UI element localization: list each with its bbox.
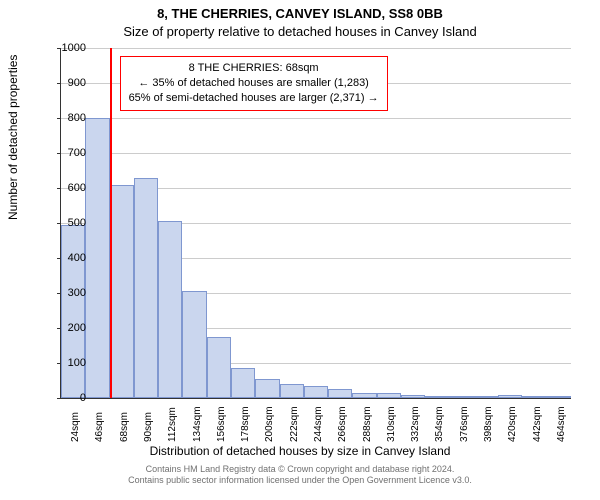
- annotation-line: 65% of semi-detached houses are larger (…: [129, 91, 379, 106]
- gridline-h: [61, 48, 571, 49]
- histogram-bar: [425, 396, 449, 398]
- x-axis-label: Distribution of detached houses by size …: [0, 444, 600, 458]
- x-tick-label: 420sqm: [507, 406, 518, 442]
- y-tick-label: 200: [46, 322, 86, 334]
- y-tick-mark: [57, 118, 60, 119]
- histogram-bar: [158, 221, 182, 398]
- y-tick-label: 900: [46, 77, 86, 89]
- footer-line2: Contains public sector information licen…: [0, 475, 600, 486]
- histogram-bar: [474, 396, 498, 398]
- y-tick-label: 800: [46, 112, 86, 124]
- annotation-line: 8 THE CHERRIES: 68sqm: [129, 61, 379, 76]
- gridline-h: [61, 153, 571, 154]
- histogram-bar: [231, 368, 255, 398]
- histogram-bar: [304, 386, 328, 398]
- chart-title-line1: 8, THE CHERRIES, CANVEY ISLAND, SS8 0BB: [0, 6, 600, 21]
- y-tick-label: 300: [46, 287, 86, 299]
- histogram-bar: [280, 384, 304, 398]
- x-tick-label: 442sqm: [532, 406, 543, 442]
- reference-annotation: 8 THE CHERRIES: 68sqm← 35% of detached h…: [120, 56, 388, 111]
- y-tick-mark: [57, 83, 60, 84]
- y-tick-mark: [57, 223, 60, 224]
- histogram-bar: [401, 395, 425, 398]
- y-tick-mark: [57, 153, 60, 154]
- x-tick-label: 156sqm: [216, 406, 227, 442]
- reference-line: [110, 48, 112, 398]
- x-tick-label: 332sqm: [410, 406, 421, 442]
- x-tick-label: 112sqm: [167, 407, 178, 442]
- x-tick-label: 310sqm: [386, 406, 397, 442]
- x-tick-label: 134sqm: [192, 406, 203, 442]
- x-tick-label: 398sqm: [483, 406, 494, 442]
- x-tick-label: 68sqm: [119, 412, 130, 442]
- y-tick-label: 100: [46, 357, 86, 369]
- histogram-bar: [377, 393, 401, 398]
- y-tick-mark: [57, 398, 60, 399]
- y-tick-label: 0: [46, 392, 86, 404]
- x-tick-label: 200sqm: [264, 406, 275, 442]
- histogram-bar: [134, 178, 158, 399]
- histogram-bar: [182, 291, 206, 398]
- y-tick-mark: [57, 258, 60, 259]
- chart-title-line2: Size of property relative to detached ho…: [0, 24, 600, 39]
- x-tick-label: 244sqm: [313, 406, 324, 442]
- histogram-bar: [522, 396, 546, 398]
- y-tick-label: 700: [46, 147, 86, 159]
- y-tick-mark: [57, 188, 60, 189]
- footer-line1: Contains HM Land Registry data © Crown c…: [0, 464, 600, 475]
- gridline-h: [61, 118, 571, 119]
- x-tick-label: 354sqm: [434, 406, 445, 442]
- x-tick-label: 266sqm: [337, 406, 348, 442]
- histogram-bar: [328, 389, 352, 398]
- histogram-bar: [85, 118, 109, 398]
- histogram-bar: [255, 379, 279, 398]
- x-tick-label: 464sqm: [556, 406, 567, 442]
- x-tick-label: 222sqm: [289, 406, 300, 442]
- x-tick-label: 288sqm: [362, 406, 373, 442]
- y-tick-mark: [57, 328, 60, 329]
- footer-attribution: Contains HM Land Registry data © Crown c…: [0, 464, 600, 487]
- histogram-bar: [110, 185, 134, 399]
- histogram-bar: [498, 395, 522, 399]
- x-tick-label: 90sqm: [143, 412, 154, 442]
- x-tick-label: 46sqm: [94, 412, 105, 442]
- y-tick-mark: [57, 293, 60, 294]
- y-tick-label: 500: [46, 217, 86, 229]
- histogram-bar: [547, 396, 571, 398]
- y-tick-mark: [57, 363, 60, 364]
- y-tick-label: 600: [46, 182, 86, 194]
- annotation-line: ← 35% of detached houses are smaller (1,…: [129, 76, 379, 91]
- y-tick-label: 1000: [46, 42, 86, 54]
- x-tick-label: 178sqm: [240, 406, 251, 442]
- histogram-bar: [450, 396, 474, 398]
- x-tick-label: 24sqm: [70, 412, 81, 442]
- y-tick-mark: [57, 48, 60, 49]
- histogram-bar: [61, 225, 85, 398]
- histogram-bar: [207, 337, 231, 398]
- plot-area: 8 THE CHERRIES: 68sqm← 35% of detached h…: [60, 48, 571, 399]
- y-axis-label: Number of detached properties: [6, 55, 20, 220]
- y-tick-label: 400: [46, 252, 86, 264]
- x-tick-label: 376sqm: [459, 406, 470, 442]
- histogram-bar: [352, 393, 376, 398]
- chart-container: 8, THE CHERRIES, CANVEY ISLAND, SS8 0BB …: [0, 0, 600, 500]
